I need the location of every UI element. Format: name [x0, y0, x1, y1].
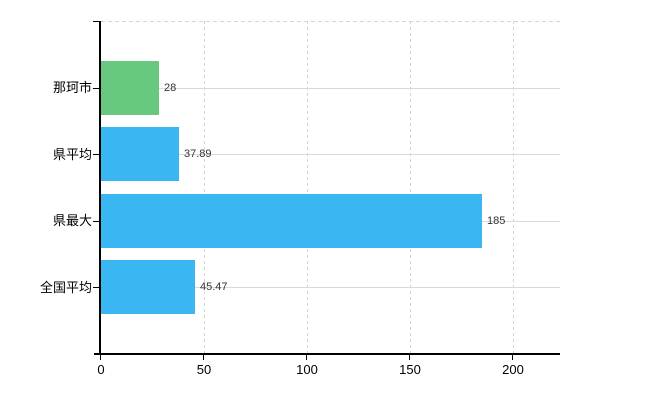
y-axis-tick	[93, 287, 99, 288]
category-label: 全国平均	[39, 280, 92, 295]
y-axis-tick	[93, 154, 99, 155]
category-label: 那珂市	[52, 80, 92, 95]
gridline-vertical	[204, 21, 205, 354]
gridline-horizontal	[101, 287, 560, 288]
x-axis-tick	[306, 355, 307, 360]
y-axis-tick	[93, 88, 99, 89]
plot-top-border	[101, 21, 560, 22]
category-label: 県最大	[52, 213, 92, 228]
bar-value-label: 28	[164, 82, 177, 94]
x-axis-line	[94, 353, 560, 355]
x-axis-tick	[100, 355, 101, 360]
bar-value-label: 185	[487, 215, 506, 227]
x-axis-tick	[203, 355, 204, 360]
bar-3[interactable]	[101, 260, 195, 314]
gridline-vertical	[513, 21, 514, 354]
gridline-vertical	[307, 21, 308, 354]
bar-0[interactable]	[101, 61, 159, 115]
y-axis-line	[99, 21, 101, 354]
x-tick-label: 200	[502, 362, 524, 377]
category-label: 県平均	[52, 147, 92, 162]
x-tick-label: 50	[196, 362, 212, 377]
gridline-horizontal	[101, 154, 560, 155]
gridline-horizontal	[101, 88, 560, 89]
bar-1[interactable]	[101, 127, 179, 181]
gridline-vertical	[410, 21, 411, 354]
x-tick-label: 150	[399, 362, 421, 377]
x-tick-label: 100	[296, 362, 318, 377]
y-axis-tick	[93, 21, 99, 22]
x-tick-label: 0	[97, 362, 105, 377]
y-axis-tick	[93, 221, 99, 222]
bar-value-label: 45.47	[200, 281, 228, 293]
bar-2[interactable]	[101, 194, 482, 248]
x-axis-tick	[512, 355, 513, 360]
x-axis-tick	[409, 355, 410, 360]
bar-value-label: 37.89	[184, 148, 212, 160]
